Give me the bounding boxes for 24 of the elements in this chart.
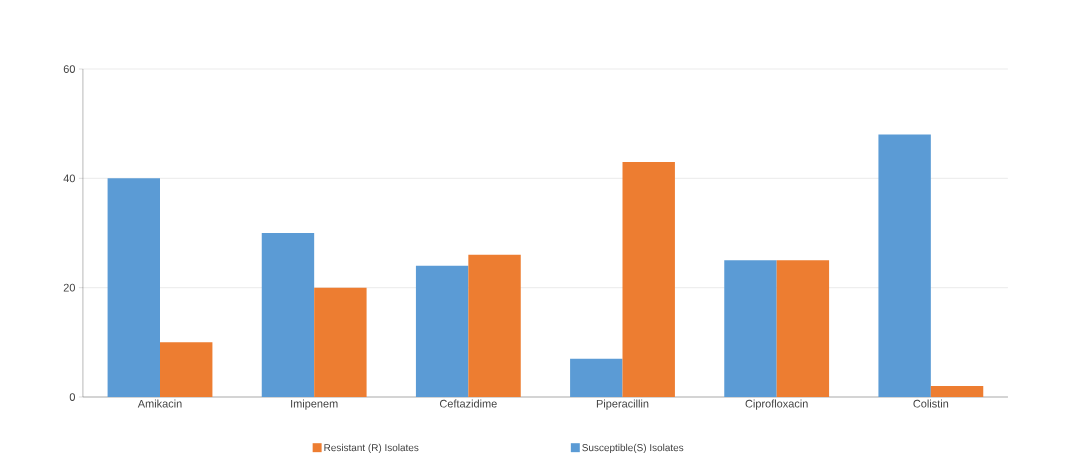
x-tick-label: Amikacin bbox=[137, 399, 182, 408]
x-tick-label: Colistin bbox=[913, 399, 949, 408]
bar bbox=[570, 358, 623, 397]
y-tick-label: 0 bbox=[69, 393, 75, 401]
bar bbox=[468, 254, 521, 397]
x-tick-label: Ceftazidime bbox=[439, 399, 497, 408]
legend-label: Resistant (R) Isolates bbox=[324, 443, 419, 454]
bar bbox=[314, 287, 367, 397]
bar bbox=[160, 342, 213, 397]
x-tick-label: Imipenem bbox=[291, 399, 338, 410]
bar bbox=[724, 260, 777, 397]
y-tick-label: 40 bbox=[63, 174, 75, 183]
bar bbox=[622, 161, 675, 397]
bar bbox=[107, 178, 160, 397]
bar bbox=[776, 260, 830, 397]
y-tick-label: 20 bbox=[63, 283, 75, 292]
bar bbox=[261, 233, 315, 397]
bar bbox=[415, 265, 469, 397]
bar bbox=[930, 386, 984, 397]
legend-label: Susceptible(S) Isolates bbox=[582, 443, 684, 454]
y-tick-label: 60 bbox=[63, 65, 75, 73]
bar bbox=[878, 134, 931, 397]
x-tick-label: Piperacillin bbox=[596, 399, 649, 410]
x-tick-label: Ciprofloxacin bbox=[745, 399, 808, 410]
